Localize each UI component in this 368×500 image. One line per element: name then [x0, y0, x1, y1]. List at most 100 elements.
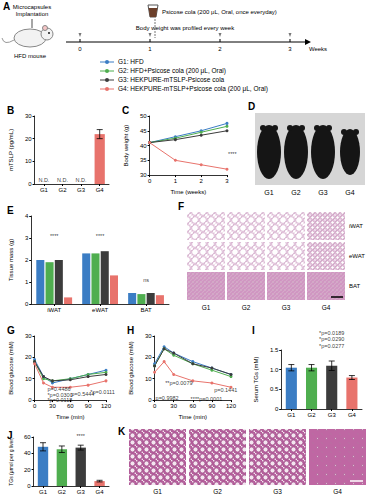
svg-text:30: 30 — [25, 113, 32, 119]
svg-text:2: 2 — [218, 46, 222, 52]
svg-text:0: 0 — [28, 397, 32, 403]
svg-text:****: **** — [76, 433, 85, 439]
svg-text:BAT: BAT — [349, 283, 361, 289]
svg-text:**p=0.0079: **p=0.0079 — [165, 380, 192, 386]
svg-text:0.5: 0.5 — [270, 386, 279, 392]
svg-text:30: 30 — [145, 333, 152, 339]
svg-text:30: 30 — [140, 172, 147, 178]
svg-text:G4: G4 — [333, 488, 342, 495]
svg-text:0: 0 — [275, 406, 279, 412]
svg-text:I: I — [252, 325, 255, 336]
svg-text:G1: G1 — [39, 489, 48, 495]
svg-text:30: 30 — [25, 333, 32, 339]
svg-text:G4: G4 — [345, 189, 354, 196]
svg-text:K: K — [118, 426, 126, 437]
svg-text:Blood glucose (mM): Blood glucose (mM) — [128, 341, 134, 394]
svg-text:G3: G3 — [282, 304, 291, 311]
svg-text:G3: G3 — [273, 488, 282, 495]
svg-text:*p=0.0189: *p=0.0189 — [319, 330, 344, 336]
svg-text:G2: G2 — [308, 412, 317, 418]
svg-text:*p=0.0277: *p=0.0277 — [319, 343, 344, 349]
svg-text:G2: G2 — [242, 304, 251, 311]
svg-text:2: 2 — [25, 257, 29, 263]
svg-text:Serum TGs (mM): Serum TGs (mM) — [253, 356, 259, 402]
svg-text:60: 60 — [24, 434, 31, 440]
svg-text:G1: HFD: G1: HFD — [118, 58, 144, 65]
svg-text:N.D.: N.D. — [57, 177, 68, 183]
svg-text:G2: G2 — [213, 488, 222, 495]
svg-text:Microcapsules: Microcapsules — [13, 4, 51, 10]
svg-text:G3: G3 — [77, 187, 86, 193]
svg-text:4: 4 — [25, 213, 29, 219]
svg-text:N.D.: N.D. — [76, 177, 87, 183]
svg-text:G3: G3 — [328, 412, 337, 418]
svg-text:mTSLP (pg/mL): mTSLP (pg/mL) — [8, 129, 14, 171]
svg-text:G2: G2 — [291, 189, 300, 196]
svg-text:0: 0 — [148, 178, 152, 184]
svg-text:1: 1 — [25, 279, 29, 285]
svg-text:C: C — [122, 105, 129, 116]
svg-text:Time (min): Time (min) — [179, 414, 207, 420]
svg-text:35: 35 — [140, 157, 147, 163]
svg-text:0: 0 — [28, 181, 32, 187]
svg-text:1: 1 — [148, 46, 152, 52]
svg-text:0: 0 — [25, 301, 29, 307]
svg-text:H: H — [127, 325, 134, 336]
svg-text:*p=0.0290: *p=0.0290 — [319, 336, 344, 342]
svg-text:E: E — [7, 205, 14, 216]
svg-text:60: 60 — [67, 403, 74, 409]
svg-text:90: 90 — [209, 403, 216, 409]
svg-text:****: **** — [96, 233, 105, 239]
svg-text:iWAT: iWAT — [349, 223, 363, 229]
svg-text:20: 20 — [145, 354, 152, 360]
svg-text:Body weight (g): Body weight (g) — [123, 125, 129, 167]
svg-text:G3: HEKPURE-mTSLP-Psicose cola: G3: HEKPURE-mTSLP-Psicose cola — [118, 76, 225, 83]
svg-text:G3: G3 — [77, 489, 86, 495]
svg-text:G1: G1 — [202, 304, 211, 311]
svg-text:30: 30 — [170, 403, 177, 409]
svg-text:HFD mouse: HFD mouse — [14, 53, 47, 59]
svg-text:0: 0 — [33, 403, 37, 409]
svg-text:ns: ns — [143, 277, 149, 283]
svg-text:0: 0 — [78, 46, 82, 52]
svg-text:10: 10 — [25, 376, 32, 382]
svg-text:G2: G2 — [58, 489, 67, 495]
svg-text:120: 120 — [101, 403, 112, 409]
svg-text:0: 0 — [27, 483, 31, 489]
svg-text:G4: G4 — [348, 412, 357, 418]
svg-text:Time (weeks): Time (weeks) — [170, 189, 206, 195]
svg-text:B: B — [7, 105, 14, 116]
svg-text:30: 30 — [49, 403, 56, 409]
svg-text:F: F — [178, 201, 184, 212]
svg-text:0: 0 — [153, 403, 157, 409]
svg-text:G4: HEKPURE-mTSLP+Psicose cola: G4: HEKPURE-mTSLP+Psicose cola (200 μL, … — [118, 85, 268, 93]
svg-text:120: 120 — [226, 403, 237, 409]
svg-text:iWAT: iWAT — [47, 307, 61, 313]
svg-text:G1: G1 — [40, 187, 49, 193]
svg-text:BAT: BAT — [140, 307, 152, 313]
svg-text:G2: HFD+Psicose cola (200 μL,: G2: HFD+Psicose cola (200 μL, Oral) — [118, 67, 226, 75]
svg-text:40: 40 — [24, 450, 31, 456]
svg-text:Psicose cola (200 μL, Oral, on: Psicose cola (200 μL, Oral, once everyda… — [162, 9, 277, 15]
svg-text:G: G — [7, 325, 15, 336]
svg-text:*p=0.0111: *p=0.0111 — [90, 389, 114, 395]
svg-text:1: 1 — [174, 178, 178, 184]
svg-text:60: 60 — [189, 403, 196, 409]
svg-text:p=0.9982: p=0.9982 — [156, 395, 179, 401]
svg-text:20: 20 — [25, 136, 32, 142]
svg-text:eWAT: eWAT — [349, 253, 365, 259]
svg-text:****: **** — [228, 151, 237, 157]
svg-text:N.D.: N.D. — [38, 177, 49, 183]
svg-text:eWAT: eWAT — [92, 307, 108, 313]
svg-text:Weeks: Weeks — [309, 46, 327, 52]
svg-text:3: 3 — [288, 46, 292, 52]
svg-text:G1: G1 — [153, 488, 162, 495]
svg-text:Blood glucose (mM): Blood glucose (mM) — [8, 341, 14, 394]
svg-text:0: 0 — [148, 397, 152, 403]
svg-text:Implantation: Implantation — [16, 11, 49, 17]
svg-text:50: 50 — [140, 113, 147, 119]
svg-text:Time (min): Time (min) — [56, 414, 84, 420]
svg-text:J: J — [7, 430, 13, 441]
svg-text:2: 2 — [200, 178, 204, 184]
svg-text:G2: G2 — [58, 187, 67, 193]
